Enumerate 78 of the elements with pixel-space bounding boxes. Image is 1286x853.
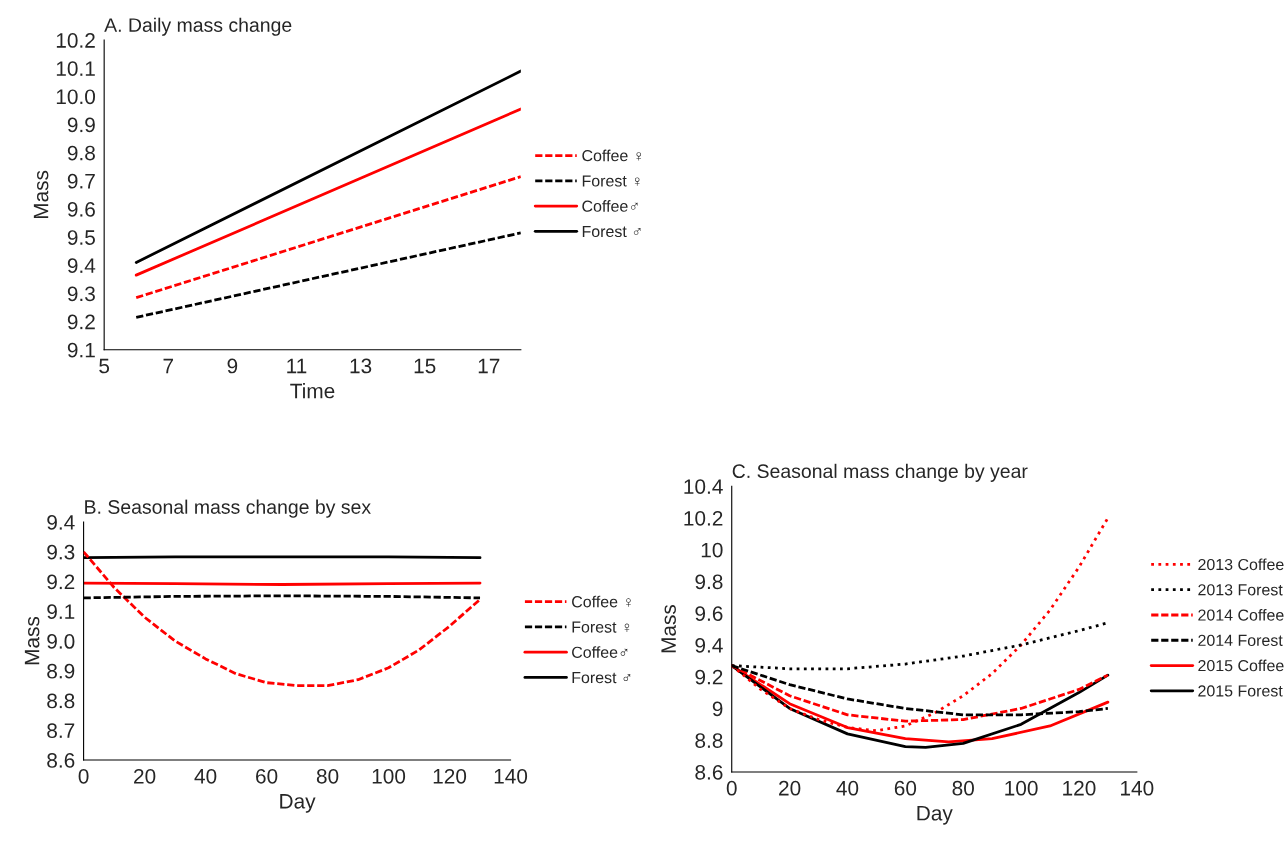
x-tick-label: 15 — [414, 358, 436, 374]
y-tick-label: 9.3 — [67, 286, 95, 302]
y-tick-label: 10 — [701, 542, 723, 558]
y-tick-label: 10.1 — [56, 61, 95, 76]
x-tick-label: 17 — [478, 358, 500, 374]
x-tick-label: 140 — [1121, 780, 1154, 796]
y-tick-label: 9.2 — [47, 574, 75, 590]
x-tick-label: 11 — [287, 358, 307, 374]
y-tick-label: 9.4 — [47, 515, 75, 530]
y-tick-label: 10.0 — [56, 89, 96, 105]
x-tick-label: 9 — [227, 358, 238, 374]
y-tick-label: 9.7 — [67, 173, 95, 189]
y-tick-label: 9.0 — [47, 634, 75, 649]
legend-label: Coffee ♀ — [572, 595, 631, 608]
y-tick-label: 9.6 — [695, 606, 723, 621]
y-tick-label: 9.6 — [67, 201, 95, 217]
x-tick-label: 80 — [316, 768, 339, 784]
x-tick-label: 80 — [952, 780, 974, 796]
legend-label: Coffee♂ — [582, 200, 638, 212]
y-tick-label: 9.1 — [67, 342, 95, 358]
legend-label: Coffee♂ — [572, 646, 628, 658]
y-tick-label: 8.8 — [695, 733, 723, 748]
legend-label: Forest ♀ — [582, 175, 640, 187]
legend-label: 2013 Forest — [1198, 584, 1283, 596]
y-axis-title: Mass — [661, 604, 676, 653]
y-tick-label: 9 — [712, 701, 723, 717]
x-tick-label: 120 — [433, 768, 467, 784]
legend-label: Forest ♂ — [572, 672, 631, 684]
x-axis-title: Day — [280, 794, 316, 813]
x-tick-label: 60 — [256, 768, 278, 784]
x-tick-label: 7 — [163, 358, 174, 374]
legend-label: 2015 Coffee — [1198, 659, 1284, 672]
x-tick-label: 13 — [350, 358, 372, 374]
y-tick-label: 8.8 — [47, 693, 75, 709]
x-tick-label: 5 — [99, 358, 110, 374]
x-tick-label: 0 — [726, 780, 737, 796]
legend-label: 2014 Forest — [1198, 634, 1283, 647]
x-axis-title: Time — [290, 383, 335, 399]
x-tick-label: 60 — [894, 780, 917, 796]
x-tick-label: 120 — [1063, 780, 1096, 796]
y-tick-label: 10.4 — [684, 479, 723, 494]
y-tick-label: 9.9 — [67, 117, 95, 133]
y-tick-label: 9.4 — [695, 637, 723, 653]
y-tick-label: 8.7 — [47, 723, 75, 739]
x-tick-label: 140 — [494, 768, 528, 784]
y-tick-label: 9.4 — [67, 258, 96, 274]
y-axis-title: Mass — [24, 616, 40, 665]
legend-label: Coffee ♀ — [582, 149, 642, 162]
x-tick-label: 20 — [779, 780, 801, 796]
y-axis-title: Mass — [33, 170, 49, 219]
x-tick-label: 40 — [836, 780, 859, 796]
y-tick-label: 9.3 — [47, 544, 75, 560]
y-tick-label: 9.8 — [695, 574, 723, 590]
chart-title: B. Seasonal mass change by sex — [85, 499, 371, 518]
x-tick-label: 100 — [372, 768, 406, 784]
y-tick-label: 8.6 — [47, 753, 75, 768]
y-tick-label: 9.1 — [47, 604, 75, 620]
x-tick-label: 20 — [134, 768, 156, 784]
x-axis-title: Day — [917, 806, 953, 825]
y-tick-label: 8.9 — [47, 663, 75, 679]
y-tick-label: 10.2 — [56, 33, 95, 48]
legend-label: 2013 Coffee — [1198, 558, 1284, 571]
line-series — [83, 550, 482, 688]
legend-label: Forest ♂ — [582, 225, 641, 238]
x-tick-label: 100 — [1005, 780, 1038, 796]
x-tick-label: 40 — [194, 768, 217, 784]
y-tick-label: 9.8 — [67, 145, 95, 161]
y-tick-label: 8.6 — [695, 764, 723, 780]
legend-label: 2015 Forest — [1198, 685, 1283, 697]
y-tick-label: 9.2 — [695, 669, 723, 685]
legend-label: 2014 Coffee — [1198, 609, 1284, 621]
x-tick-label: 0 — [78, 768, 89, 784]
chart-title: A. Daily mass change — [104, 17, 292, 36]
chart-title: C. Seasonal mass change by year — [732, 463, 1028, 482]
legend-label: Forest ♀ — [572, 621, 630, 633]
y-tick-label: 9.5 — [67, 230, 95, 245]
y-tick-label: 10.2 — [684, 510, 723, 526]
y-tick-label: 9.2 — [67, 314, 95, 330]
